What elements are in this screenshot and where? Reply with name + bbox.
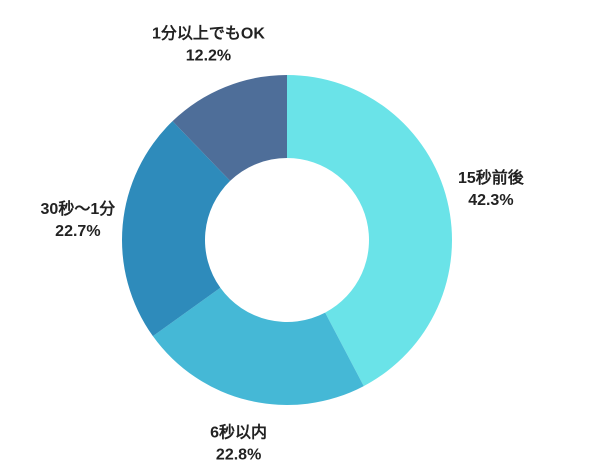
value-label: 22.7%: [55, 223, 100, 240]
value-label: 22.8%: [216, 447, 261, 464]
donut-slice: [152, 287, 364, 405]
slice-label: 1分以上でもOK: [152, 24, 265, 42]
donut-slice: [172, 75, 287, 181]
value-label: 12.2%: [186, 47, 231, 64]
slice-label: 6秒以内: [210, 423, 267, 442]
donut-slice: [121, 121, 231, 337]
slice-label: 15秒前後: [458, 168, 525, 187]
value-label: 42.3%: [468, 192, 513, 209]
slice-label: 30秒〜1分: [41, 199, 116, 218]
donut-slice: [287, 75, 452, 387]
